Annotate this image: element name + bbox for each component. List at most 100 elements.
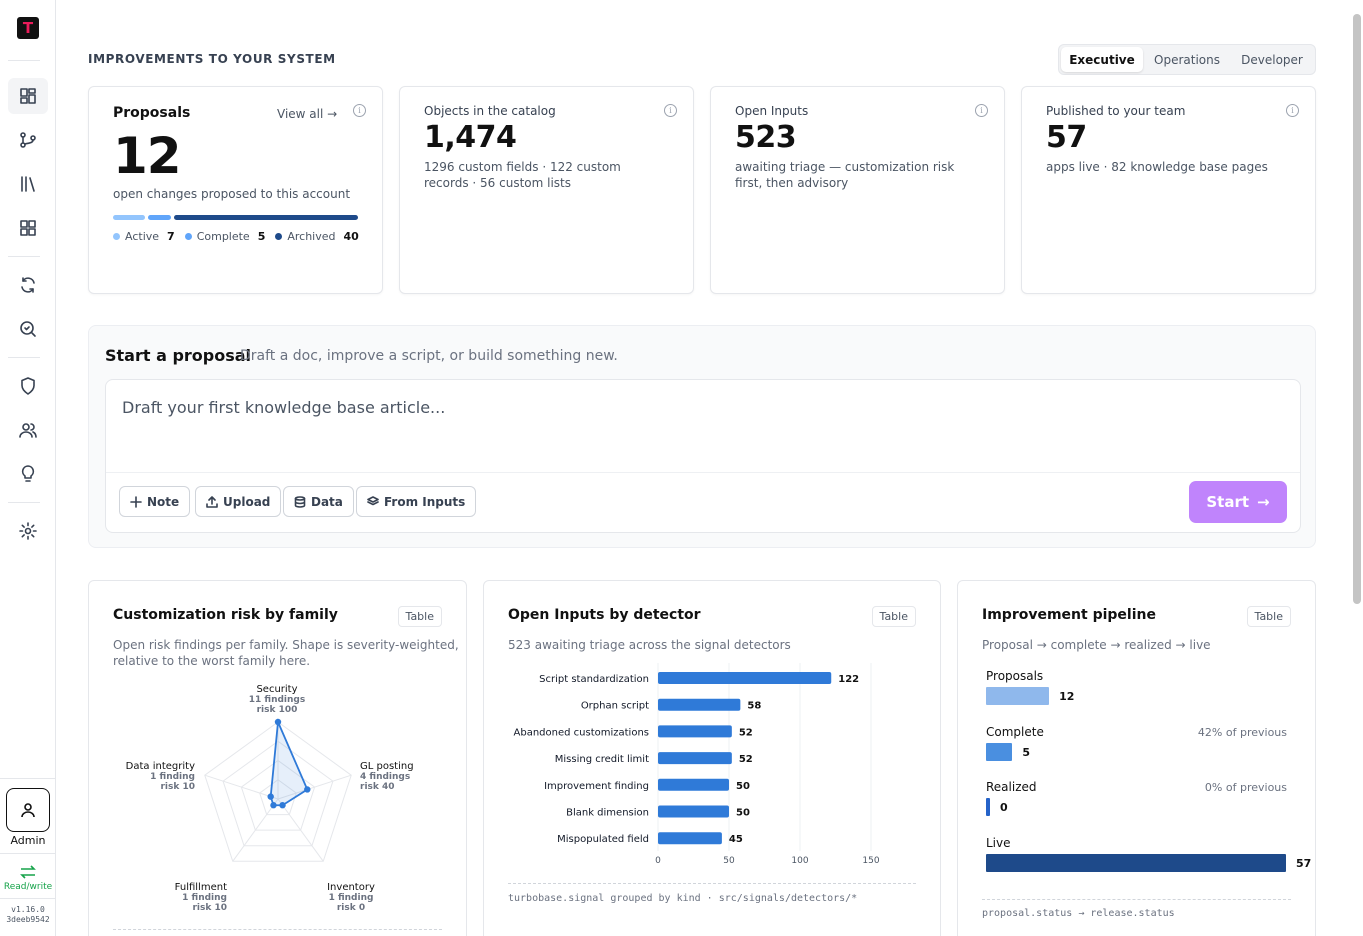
- catalog-count: 1,474: [424, 120, 517, 155]
- sidebar-item-scan[interactable]: [8, 311, 48, 347]
- radar-axis: [232, 798, 279, 862]
- start-button[interactable]: Start →: [1189, 481, 1287, 523]
- info-icon[interactable]: i: [1286, 104, 1299, 117]
- radar-grid-ring: [222, 740, 334, 847]
- data-button[interactable]: Data: [283, 486, 354, 517]
- card-title: Proposals: [113, 105, 191, 121]
- value-label: 45: [729, 834, 743, 845]
- table-toggle-button[interactable]: Table: [1246, 606, 1291, 627]
- card-label: Open Inputs: [735, 104, 809, 118]
- panel-title: Customization risk by family: [113, 607, 338, 623]
- start-proposal-section: Start a proposal Draft a doc, improve a …: [88, 325, 1316, 548]
- panel-divider: [113, 929, 442, 930]
- family-name: Data integrity: [125, 761, 195, 772]
- description-line: Open risk findings per family. Shape is …: [113, 638, 459, 652]
- sidebar-item-proposals[interactable]: [8, 122, 48, 158]
- sidebar-item-users[interactable]: [8, 412, 48, 448]
- radar-point: [267, 793, 274, 800]
- plus-icon: [130, 495, 142, 508]
- page-scrollbar[interactable]: [1353, 14, 1361, 604]
- sidebar-divider: [0, 778, 56, 779]
- family-name: Fulfillment: [174, 882, 227, 893]
- tab-operations[interactable]: Operations: [1154, 52, 1220, 67]
- note-button[interactable]: Note: [119, 486, 191, 517]
- family-risk: risk 40: [360, 782, 395, 792]
- legend-item: Active 7: [113, 230, 175, 243]
- value-label: 122: [838, 674, 859, 685]
- panel-description: 523 awaiting triage across the signal de…: [508, 638, 791, 652]
- proposals-card: Proposals View all → i 12 open changes p…: [88, 86, 383, 294]
- table-toggle-button[interactable]: Table: [397, 606, 442, 627]
- detectors-panel: Open Inputs by detector Table 523 awaiti…: [483, 580, 941, 936]
- bar-segment-complete: [148, 215, 171, 220]
- info-icon[interactable]: i: [353, 104, 366, 117]
- panel-description: Open risk findings per family. Shape is …: [113, 637, 459, 669]
- category-label: Blank dimension: [566, 808, 649, 819]
- sidebar-item-sync[interactable]: [8, 267, 48, 303]
- section-description: Draft a doc, improve a script, or build …: [240, 348, 618, 364]
- x-tick-label: 100: [791, 856, 808, 866]
- chip-label: From Inputs: [384, 494, 466, 509]
- pipeline-stage-label: Proposals: [986, 669, 1044, 683]
- legend-label: Archived: [287, 230, 336, 243]
- layers-icon: [367, 495, 379, 505]
- sidebar-item-insights[interactable]: [8, 456, 48, 492]
- start-button-label: Start: [1206, 493, 1250, 511]
- legend-label: Active: [125, 230, 160, 243]
- brand-logo[interactable]: T: [17, 17, 39, 39]
- version-number: v1.16.0: [11, 905, 45, 914]
- card-subtitle: 1296 custom fields · 122 custom records …: [424, 160, 621, 190]
- family-findings: 11 findings: [248, 695, 306, 705]
- detectors-bar-chart: 0 50 100 150 Script standardization 122 Orphan…: [514, 663, 880, 866]
- sidebar-item-dashboard[interactable]: [8, 78, 48, 114]
- proposal-input[interactable]: [122, 398, 1122, 417]
- value-label: 50: [736, 781, 750, 792]
- radar-point: [304, 786, 311, 793]
- inputs-count: 523: [735, 120, 797, 155]
- category-label: Improvement finding: [544, 781, 649, 792]
- radar-grid-ring: [240, 759, 316, 831]
- upload-button[interactable]: Upload: [195, 486, 282, 517]
- open-inputs-card: Open Inputs i 523 awaiting triage — cust…: [710, 86, 1005, 294]
- sidebar-item-library[interactable]: [8, 166, 48, 202]
- bar: [658, 698, 741, 711]
- pipeline-panel: Improvement pipeline Table Proposal → co…: [957, 580, 1316, 936]
- pipeline-stage-label: Complete: [986, 724, 1044, 739]
- legend-dot: [275, 233, 283, 240]
- sidebar: T: [0, 0, 56, 936]
- search-scan-icon: [20, 321, 36, 337]
- category-label: Abandoned customizations: [514, 727, 649, 738]
- users-icon: [19, 423, 37, 438]
- category-label: Mispopulated field: [557, 834, 649, 845]
- risk-panel: Customization risk by family Table Open …: [88, 580, 467, 936]
- bar-segment-archived: [174, 215, 358, 220]
- catalog-card: Objects in the catalog i 1,474 1296 cust…: [399, 86, 694, 294]
- value-label: 58: [747, 701, 761, 712]
- value-label: 52: [739, 727, 753, 738]
- view-all-link[interactable]: View all →: [277, 107, 338, 121]
- info-icon[interactable]: i: [664, 104, 677, 117]
- version-info: v1.16.0 3deeb9542: [0, 905, 56, 925]
- from-inputs-button[interactable]: From Inputs: [356, 486, 477, 517]
- section-heading: Start a proposal: [105, 346, 252, 365]
- tab-executive[interactable]: Executive: [1061, 47, 1143, 72]
- sidebar-item-apps[interactable]: [8, 210, 48, 246]
- tab-developer[interactable]: Developer: [1241, 52, 1303, 67]
- pipeline-bar: [986, 687, 1050, 705]
- radar-label-security: Security 11 findings risk 100: [227, 685, 327, 716]
- radar-grid-ring: [259, 779, 297, 816]
- pipeline-value: 57: [1296, 856, 1312, 870]
- info-icon[interactable]: i: [975, 104, 988, 117]
- bar: [658, 778, 729, 791]
- table-toggle-button[interactable]: Table: [871, 606, 916, 627]
- pipeline-bar: [986, 853, 1286, 872]
- legend-item: Archived 40: [275, 230, 359, 243]
- swap-arrows-icon: [20, 865, 36, 879]
- user-avatar-button[interactable]: [6, 788, 50, 832]
- family-findings: 4 findings: [360, 772, 411, 782]
- access-toggle[interactable]: [18, 864, 38, 880]
- radar-axis: [277, 774, 352, 800]
- sidebar-item-security[interactable]: [8, 368, 48, 404]
- sidebar-divider: [8, 502, 40, 503]
- sidebar-item-settings[interactable]: [8, 513, 48, 549]
